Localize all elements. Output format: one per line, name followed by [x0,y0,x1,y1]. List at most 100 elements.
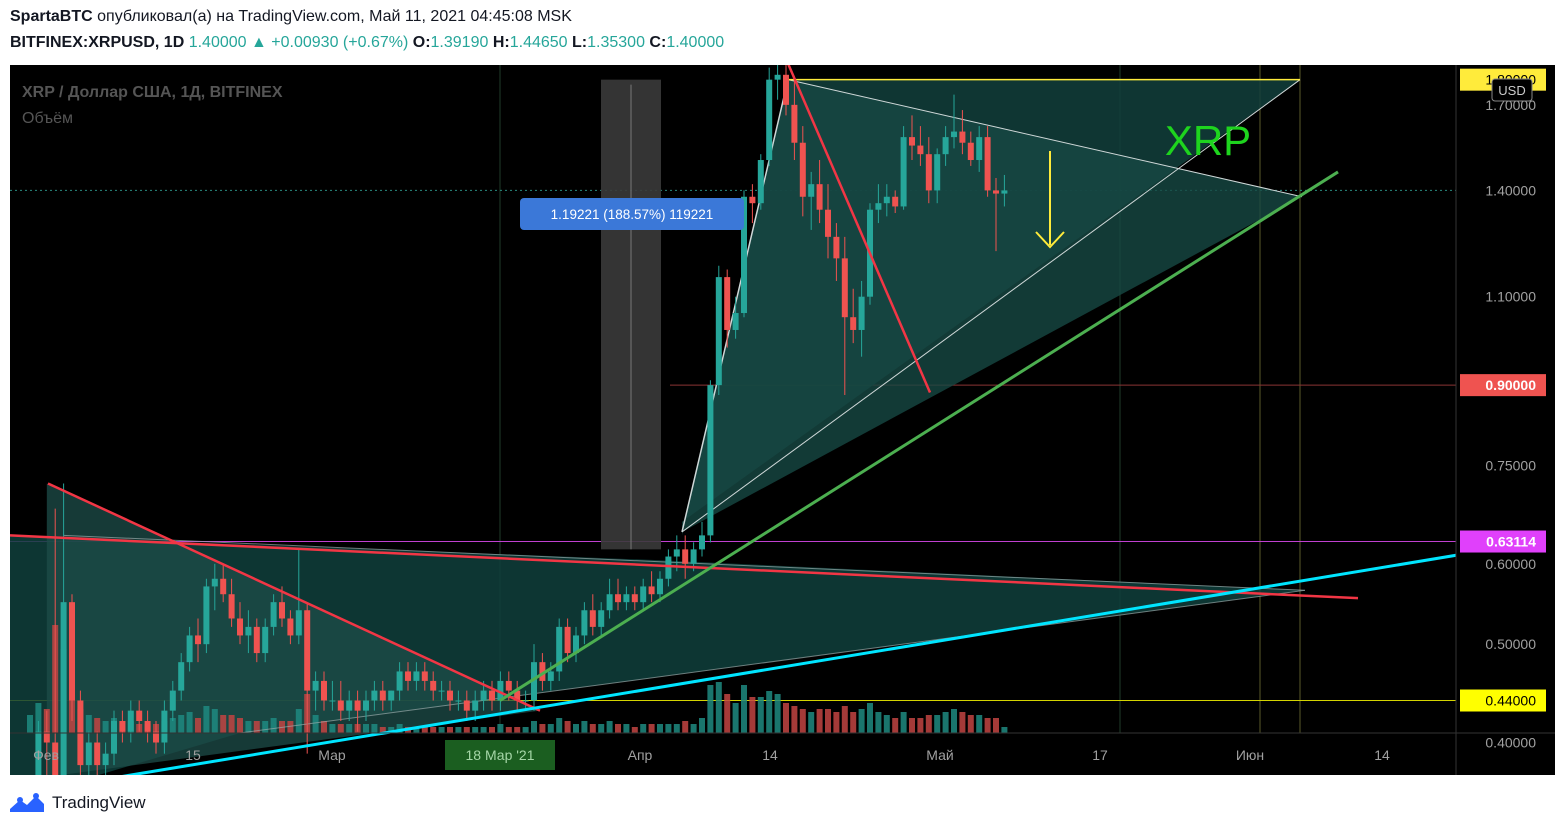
candle [573,626,579,663]
volume-bar [825,709,831,733]
price-chart[interactable]: 1.19221 (188.57%) 119221 XRP XRP / Доллар … [10,65,1555,775]
candle-body [556,626,563,672]
candle-body [178,662,185,691]
candle-body [262,626,269,654]
candle-body [321,680,327,701]
candle [119,710,126,743]
price-badge [1460,374,1546,397]
candle-body [405,671,411,681]
y-tick-label: 0.75000 [1485,457,1536,473]
candle [682,535,689,579]
last-price: 1.40000 [188,34,247,51]
volume-bar [27,715,33,733]
candle [203,578,210,654]
price-badge-label: 0.63114 [1486,534,1536,550]
volume-bar [942,712,949,733]
volume-bar [623,724,630,733]
volume-bar [337,724,344,733]
candle-body [573,635,579,654]
volume-bar [388,727,395,733]
tradingview-logo-icon [10,793,44,812]
candle [883,184,890,217]
volume-bar [606,721,613,733]
volume-bar [514,727,521,733]
measure-label-box [520,198,744,230]
chart-area[interactable]: 1.19221 (188.57%) 119221 XRP XRP / Доллар … [10,65,1555,775]
price-badge-label: 0.44000 [1485,693,1536,709]
candle-body [665,556,672,579]
candle [52,508,59,775]
volume-bar [421,727,428,733]
candle [606,578,613,619]
candle [295,549,302,645]
candle-body [850,317,857,330]
tradingview-brand[interactable]: TradingView [52,793,146,812]
candle [707,380,714,543]
candle-body [640,586,647,603]
volume-bar [438,727,445,733]
volume-bar [489,727,495,733]
candle [858,280,865,357]
candle [430,671,437,701]
author-name[interactable]: SpartaBTC [10,8,93,25]
candle [951,94,957,149]
candle-body [153,731,159,743]
volume-bar [707,685,714,733]
candle [35,721,42,775]
candle-body [791,104,798,143]
publish-info: SpartaBTC опубликовал(а) на TradingView.… [10,8,572,26]
candle [111,710,117,766]
volume-bar [867,703,873,733]
volume-bar [262,721,269,733]
candle-body [421,671,428,681]
candle-body [161,710,168,743]
volume-bar [682,721,689,733]
volume-bar [967,715,974,733]
candle-body [354,700,361,711]
candle-body [203,586,210,645]
candle [631,586,638,611]
volume-bar [430,727,437,733]
volume-bar [505,727,512,733]
volume-bar [531,721,537,733]
open-value: 1.39190 [430,34,489,51]
volume-bar [959,712,966,733]
volume-bar [556,718,563,733]
candle-body [396,671,403,691]
candle-body [127,710,134,732]
candle [321,671,327,711]
volume-bar [371,724,378,733]
candle [220,563,227,603]
open-label: O: [412,34,431,51]
candle-body [825,209,831,237]
time-marker-box [445,740,555,770]
candle [774,65,781,100]
candle [354,690,361,732]
volume-bar [379,727,386,733]
x-tick-label: 14 [762,747,778,763]
candle [942,126,949,166]
candle-body [371,690,378,701]
y-tick-label: 1.40000 [1485,182,1536,198]
volume-bar [312,715,319,733]
candle-body [917,145,924,155]
candle-body [858,296,865,330]
candle [69,594,75,722]
candle [60,483,67,775]
candle-body [682,549,689,564]
measure-label: 1.19221 (188.57%) 119221 [551,207,714,222]
volume-bar [413,727,420,733]
candle-body [455,700,462,702]
volume-bar [875,712,882,733]
volume-bar [699,718,705,733]
candle-body [295,610,302,636]
candle-body [94,742,101,766]
candle [363,690,369,722]
candle [850,288,857,344]
candle-body [623,594,630,603]
volume-bar [883,715,890,733]
candle-body [883,196,890,204]
candle [993,178,999,252]
candle [228,578,235,627]
candle [169,680,176,722]
